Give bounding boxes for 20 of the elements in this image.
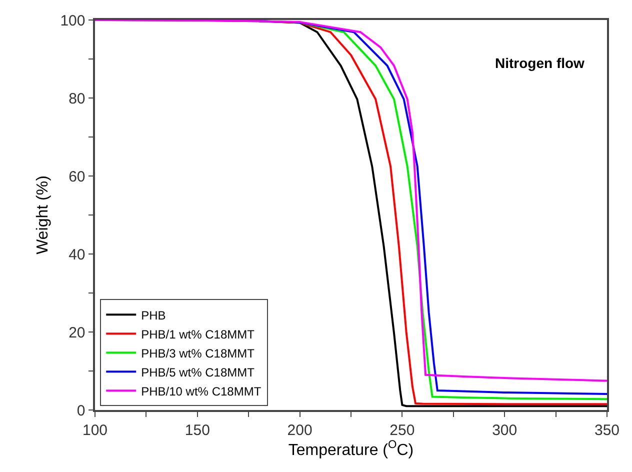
x-tick-label: 200 (287, 422, 312, 439)
x-tick-label: 250 (390, 422, 415, 439)
x-tick-label: 100 (82, 422, 108, 439)
legend-label: PHB (141, 308, 166, 322)
legend-label: PHB/3 wt% C18MMT (141, 346, 256, 360)
x-tick-label: 350 (594, 422, 620, 439)
y-tick-label: 100 (60, 12, 86, 30)
y-tick-label: 80 (68, 90, 86, 108)
legend-label: PHB/1 wt% C18MMT (141, 327, 256, 342)
y-tick-label: 0 (76, 402, 86, 420)
y-axis-title: Weight (%) (34, 176, 52, 254)
annotation: Nitrogen flow (495, 55, 585, 71)
legend-label: PHB/5 wt% C18MMT (141, 365, 256, 380)
legend-label: PHB/10 wt% C18MMT (141, 384, 262, 398)
x-tick-label: 150 (184, 422, 210, 439)
y-tick-label: 20 (68, 324, 86, 342)
x-tick-label: 300 (492, 422, 518, 439)
y-tick-label: 60 (68, 168, 86, 186)
x-axis-title: Temperature ($^{O}$C) (288, 439, 414, 459)
y-tick-label: 40 (68, 246, 86, 264)
